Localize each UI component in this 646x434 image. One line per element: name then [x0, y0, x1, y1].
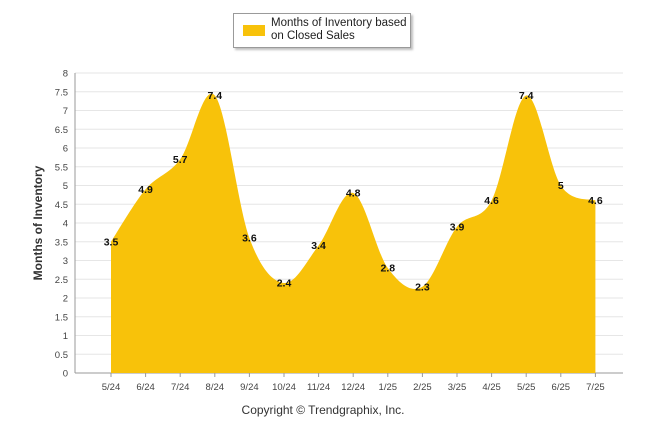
data-label: 3.9	[450, 221, 465, 233]
x-tick-label: 8/24	[206, 382, 225, 393]
data-label: 4.6	[484, 195, 499, 207]
data-label: 4.8	[346, 188, 361, 200]
chart-legend: Months of Inventory based on Closed Sale…	[233, 13, 411, 48]
data-label: 5	[558, 180, 564, 192]
x-tick-label: 5/24	[102, 382, 121, 393]
y-tick-label: 0	[63, 369, 68, 380]
y-tick-label: 7	[63, 106, 68, 117]
x-tick-label: 1/25	[379, 382, 398, 393]
data-label: 4.6	[588, 195, 603, 207]
area-series	[111, 93, 596, 374]
data-label: 2.3	[415, 281, 430, 293]
data-label: 5.7	[173, 154, 188, 166]
copyright-text: Copyright © Trendgraphix, Inc.	[241, 403, 405, 417]
data-label: 2.8	[380, 263, 395, 275]
data-label: 4.9	[138, 184, 153, 196]
y-tick-label: 8	[63, 69, 68, 80]
y-tick-label: 4.5	[55, 200, 68, 211]
y-tick-label: 6	[63, 144, 68, 155]
data-label: 3.5	[104, 236, 119, 248]
x-tick-label: 3/25	[448, 382, 467, 393]
y-tick-label: 1.5	[55, 312, 68, 323]
x-tick-label: 11/24	[307, 382, 330, 393]
x-tick-label: 10/24	[272, 382, 296, 393]
data-label: 2.4	[277, 278, 292, 290]
data-label: 3.6	[242, 233, 257, 245]
data-label: 7.4	[519, 90, 534, 102]
y-tick-label: 5	[63, 181, 68, 192]
x-tick-label: 7/24	[171, 382, 190, 393]
legend-label: Months of Inventory based on Closed Sale…	[271, 17, 407, 42]
y-tick-label: 0.5	[55, 350, 68, 361]
y-tick-label: 2.5	[55, 275, 68, 286]
y-tick-label: 2	[63, 294, 68, 305]
x-tick-label: 7/25	[586, 382, 605, 393]
x-tick-label: 6/24	[136, 382, 155, 393]
y-tick-label: 3.5	[55, 237, 68, 248]
x-tick-label: 5/25	[517, 382, 536, 393]
y-tick-label: 5.5	[55, 162, 68, 173]
data-label: 7.4	[207, 90, 222, 102]
x-tick-label: 6/25	[552, 382, 571, 393]
y-tick-label: 3	[63, 256, 68, 267]
y-tick-label: 7.5	[55, 87, 68, 98]
x-tick-label: 2/25	[413, 382, 432, 393]
x-tick-label: 9/24	[240, 382, 259, 393]
y-tick-label: 6.5	[55, 125, 68, 136]
x-tick-label: 4/25	[482, 382, 501, 393]
y-tick-label: 1	[63, 331, 68, 342]
y-axis-title: Months of Inventory	[31, 165, 45, 280]
y-tick-label: 4	[63, 219, 68, 230]
legend-swatch	[243, 25, 265, 36]
data-label: 3.4	[311, 240, 326, 252]
x-tick-label: 12/24	[341, 382, 365, 393]
